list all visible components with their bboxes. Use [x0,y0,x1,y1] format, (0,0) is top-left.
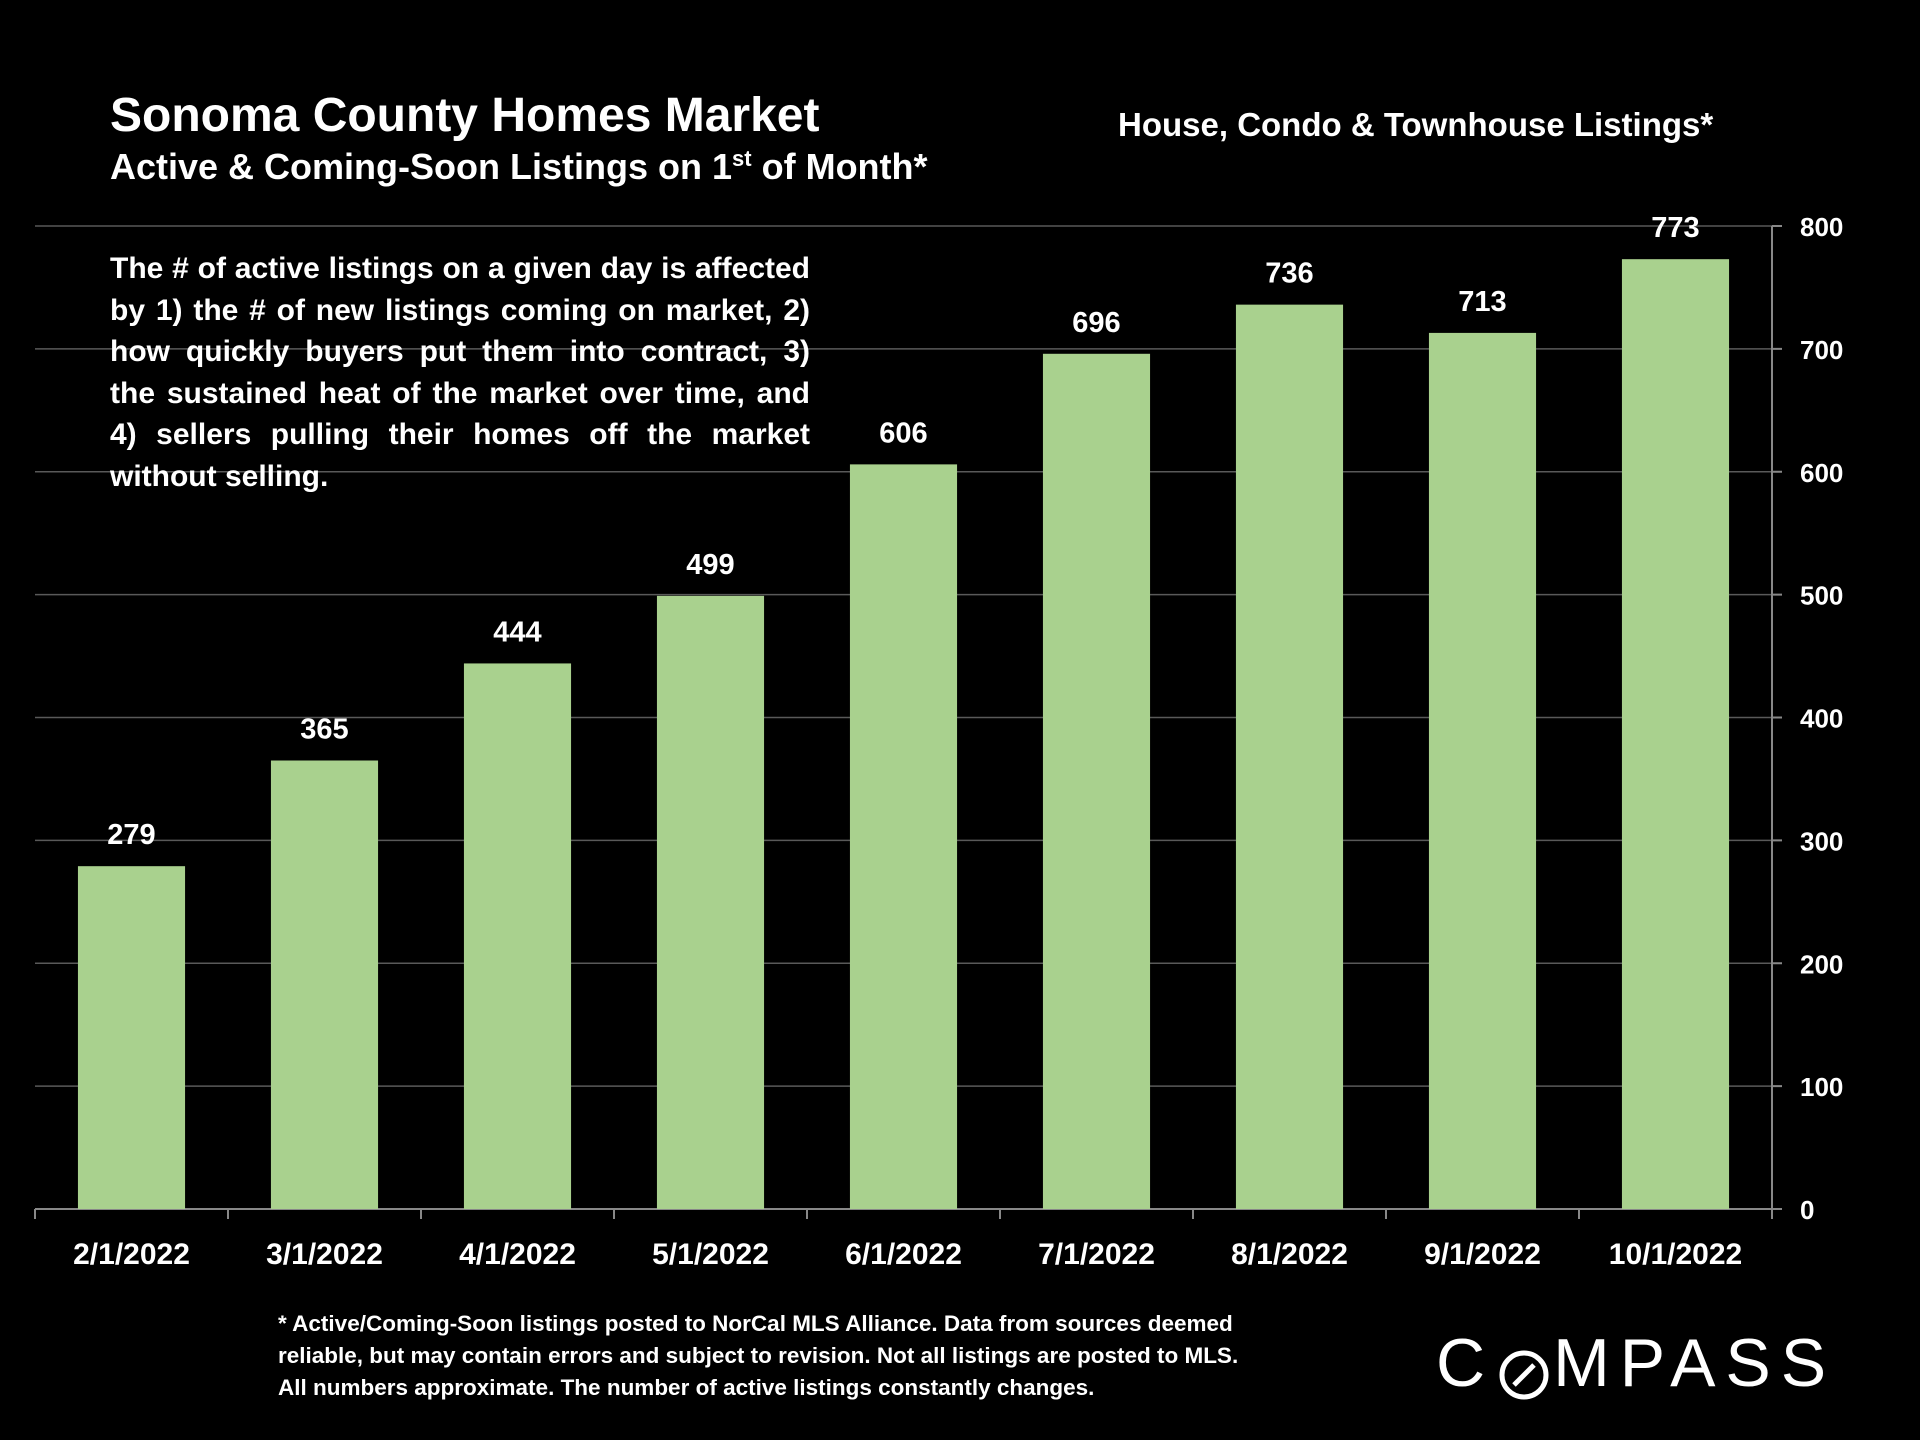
subtitle-superscript: st [732,146,752,171]
footnote-line-2: reliable, but may contain errors and sub… [278,1343,1239,1368]
bar [77,866,186,1209]
footnote-line-1: * Active/Coming-Soon listings posted to … [278,1311,1233,1336]
footnote: * Active/Coming-Soon listings posted to … [278,1308,1318,1404]
chart-annotation: The # of active listings on a given day … [110,252,810,493]
x-tick-label: 10/1/2022 [1609,1238,1742,1271]
logo-letter-c: C [1436,1325,1496,1401]
x-tick-label: 8/1/2022 [1231,1238,1348,1271]
x-tick-label: 3/1/2022 [266,1238,383,1271]
y-tick-label: 700 [1800,335,1843,365]
data-label: 606 [879,417,927,449]
chart-title: Sonoma County Homes Market [110,89,820,142]
x-tick-label: 6/1/2022 [845,1238,962,1271]
bar [1428,332,1537,1209]
y-tick-label: 800 [1800,212,1843,242]
y-tick-label: 600 [1800,458,1843,488]
bar [1621,259,1730,1209]
x-tick-label: 9/1/2022 [1424,1238,1541,1271]
bar [656,595,765,1209]
compass-logo: C MPASS [1436,1324,1836,1402]
footnote-line-3: All numbers approximate. The number of a… [278,1375,1095,1400]
x-tick-label: 5/1/2022 [652,1238,769,1271]
chart-subtitle: Active & Coming-Soon Listings on 1st of … [110,146,928,188]
x-tick-label: 7/1/2022 [1038,1238,1155,1271]
data-label: 444 [493,616,541,648]
bar [849,464,958,1209]
compass-o-icon [1499,1338,1549,1400]
y-tick-label: 200 [1800,949,1843,979]
data-label: 365 [300,714,348,746]
y-tick-label: 400 [1800,704,1843,734]
y-tick-label: 500 [1800,581,1843,611]
bar [1042,353,1151,1209]
data-label: 499 [686,549,734,581]
y-tick-label: 0 [1800,1195,1814,1225]
subtitle-text: Active & Coming-Soon Listings on 1 [110,146,733,187]
y-tick-label: 300 [1800,826,1843,856]
data-label: 713 [1458,286,1506,318]
data-label: 773 [1651,212,1699,244]
bar [1235,304,1344,1209]
data-label: 696 [1072,307,1120,339]
x-tick-label: 2/1/2022 [73,1238,190,1271]
bar [463,663,572,1209]
data-label: 736 [1265,258,1313,290]
subtitle-end: of Month* [751,146,928,187]
series-title: House, Condo & Townhouse Listings* [1118,106,1714,143]
logo-letters-rest: MPASS [1553,1325,1837,1401]
data-label: 279 [107,819,155,851]
y-tick-label: 100 [1800,1072,1843,1102]
bar-chart: 0 100 200 300 400 500 600 700 800 279 2/1/2022 365 3… [34,212,1843,1271]
x-tick-label: 4/1/2022 [459,1238,576,1271]
bar [270,760,379,1209]
